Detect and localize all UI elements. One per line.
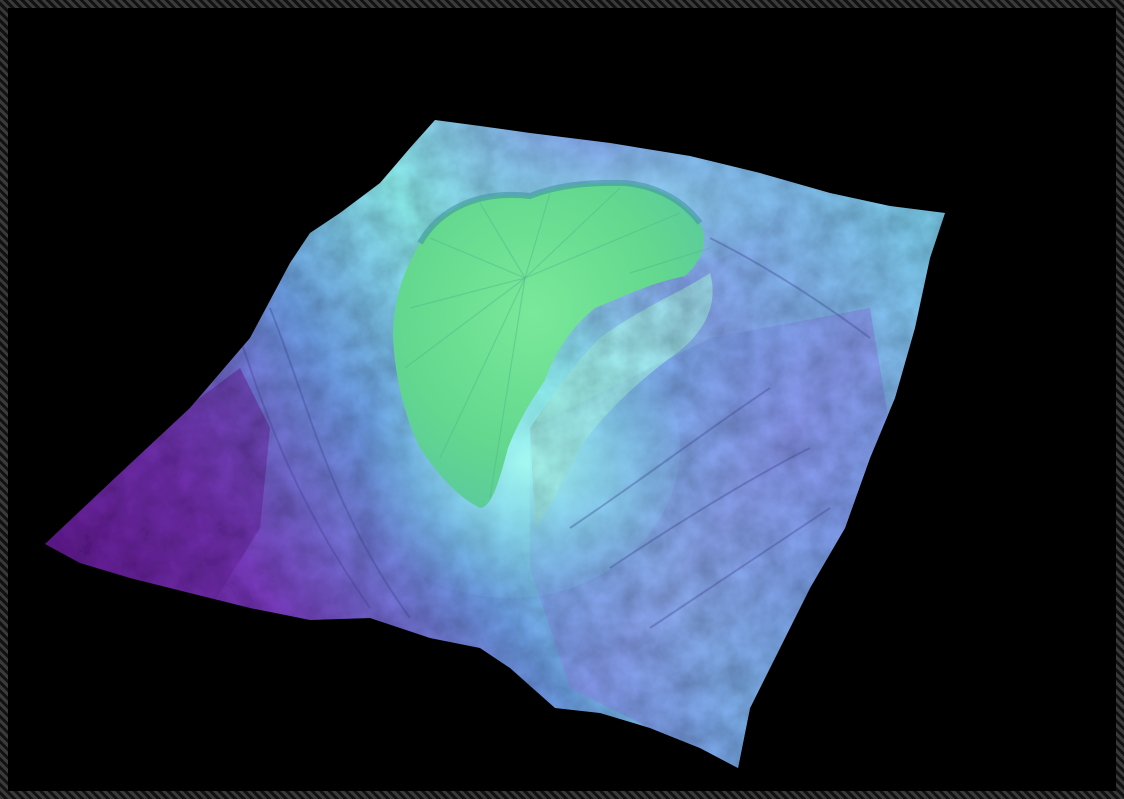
render-canvas[interactable]	[10, 8, 1110, 791]
crater-rim-ridge	[530, 273, 713, 528]
terrain-surface	[45, 120, 945, 768]
crater-facets	[404, 187, 711, 499]
terrain-render-svg	[45, 120, 945, 768]
crater-floor	[393, 179, 711, 508]
ridge-lines	[239, 237, 871, 629]
purple-slope	[45, 368, 270, 608]
crater-inner-shadow	[417, 179, 703, 245]
